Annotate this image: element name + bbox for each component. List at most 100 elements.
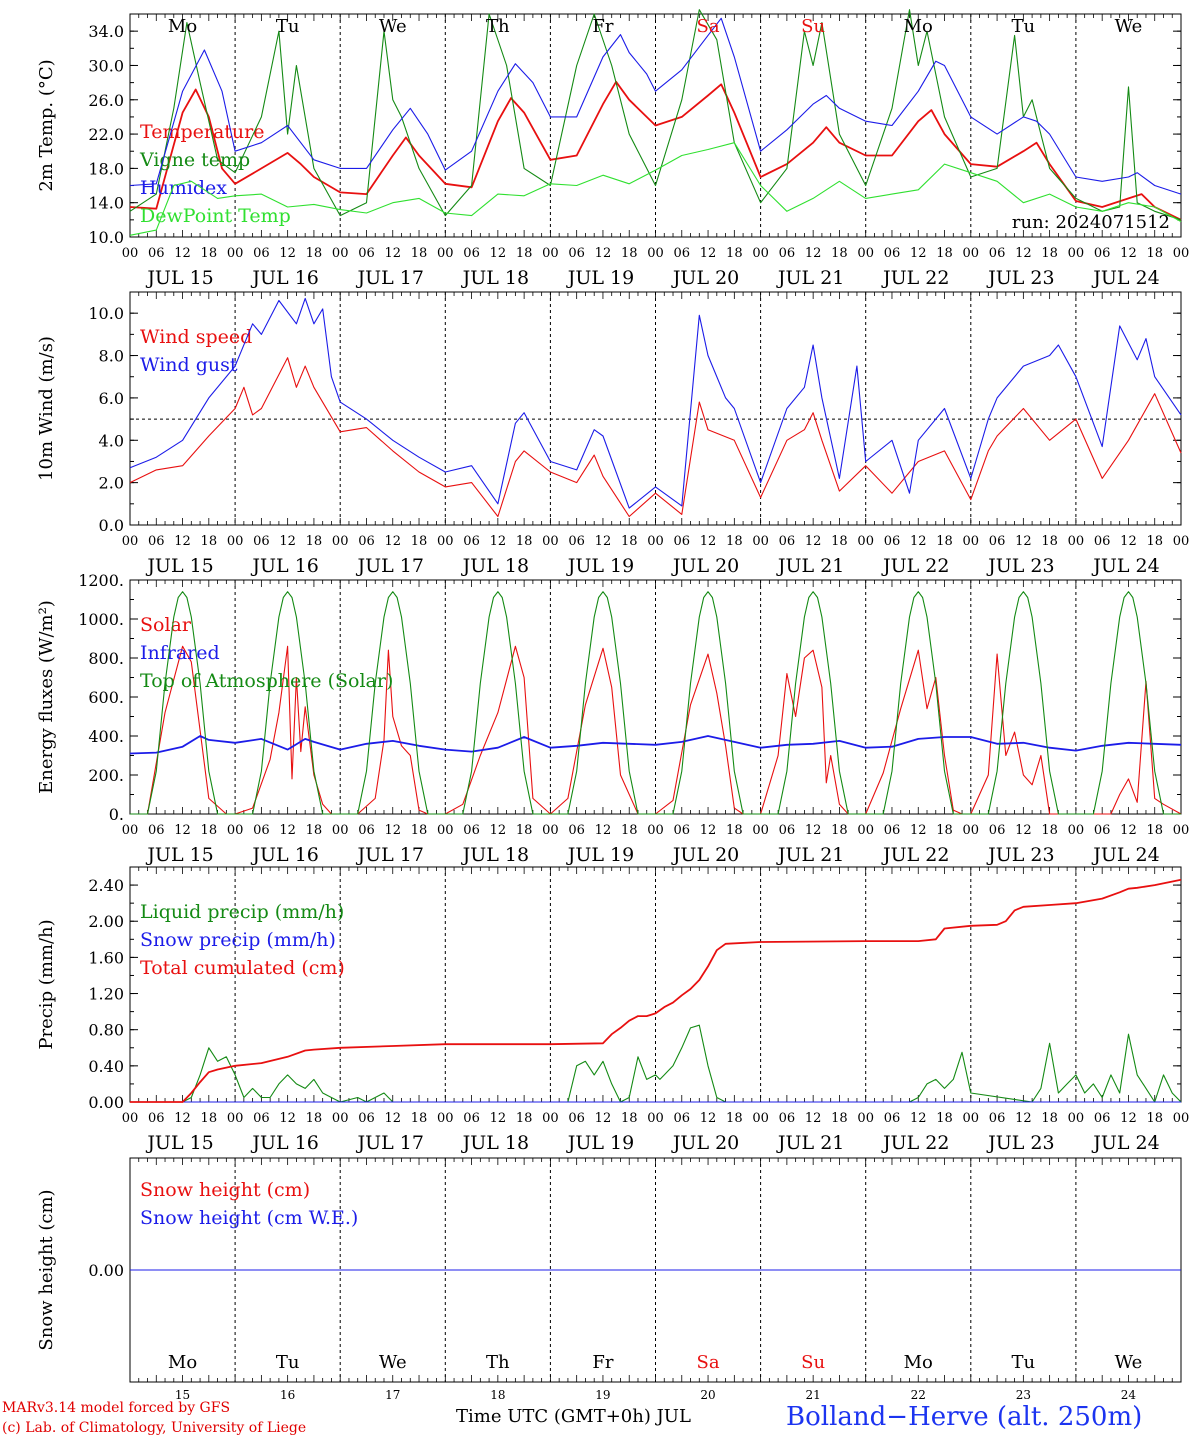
hour-label: 18 bbox=[411, 246, 428, 261]
hour-label: 06 bbox=[568, 246, 585, 261]
hour-label: 00 bbox=[857, 534, 874, 549]
date-label: JUL 19 bbox=[566, 555, 634, 577]
date-label: JUL 23 bbox=[986, 267, 1054, 289]
model-credit: MARv3.14 model forced by GFS bbox=[2, 1400, 231, 1416]
hour-label: 06 bbox=[148, 246, 165, 261]
weekday-label: Tu bbox=[276, 1352, 300, 1373]
hour-label: 18 bbox=[1041, 823, 1058, 838]
hour-label: 12 bbox=[279, 1111, 296, 1126]
y-tick-label: 0.00 bbox=[88, 1261, 124, 1280]
y-tick-label: 1000. bbox=[78, 610, 124, 629]
hour-label: 06 bbox=[358, 246, 375, 261]
hour-label: 00 bbox=[857, 246, 874, 261]
y-tick-label: 22.0 bbox=[88, 125, 124, 144]
legend-entry: Vigne temp bbox=[139, 149, 250, 171]
hour-label: 06 bbox=[463, 534, 480, 549]
hour-label: 06 bbox=[674, 246, 691, 261]
hour-label: 06 bbox=[358, 534, 375, 549]
date-label: JUL 20 bbox=[671, 844, 739, 866]
date-label: JUL 23 bbox=[986, 844, 1054, 866]
legend-entry: Total cumulated (cm) bbox=[140, 957, 345, 979]
date-label: JUL 23 bbox=[986, 1132, 1054, 1154]
y-tick-label: 0. bbox=[109, 805, 124, 824]
hour-label: 00 bbox=[542, 1111, 559, 1126]
date-label: JUL 24 bbox=[1091, 844, 1159, 866]
hour-label: 00 bbox=[227, 823, 244, 838]
hour-label: 12 bbox=[910, 534, 927, 549]
hour-label: 12 bbox=[1120, 246, 1137, 261]
hour-label: 18 bbox=[936, 534, 953, 549]
hour-label: 18 bbox=[831, 534, 848, 549]
y-tick-label: 1200. bbox=[78, 571, 124, 590]
hour-label: 00 bbox=[1173, 823, 1190, 838]
hour-label: 00 bbox=[963, 823, 980, 838]
lab-credit: (c) Lab. of Climatology, University of L… bbox=[2, 1420, 307, 1436]
day-number-label: 19 bbox=[595, 1388, 610, 1402]
hour-label: 18 bbox=[1041, 246, 1058, 261]
date-label: JUL 17 bbox=[356, 844, 424, 866]
hour-label: 12 bbox=[490, 534, 507, 549]
hour-label: 06 bbox=[358, 823, 375, 838]
legend-entry: Snow height (cm) bbox=[140, 1179, 310, 1201]
hour-label: 06 bbox=[1094, 823, 1111, 838]
date-label: JUL 20 bbox=[671, 555, 739, 577]
hour-label: 06 bbox=[1094, 1111, 1111, 1126]
hour-label: 06 bbox=[253, 246, 270, 261]
weekday-label: We bbox=[379, 16, 407, 37]
hour-label: 18 bbox=[936, 1111, 953, 1126]
series-line-dewpoint-temp bbox=[129, 142, 1182, 236]
hour-label: 00 bbox=[647, 246, 664, 261]
hour-label: 06 bbox=[568, 823, 585, 838]
date-label: JUL 16 bbox=[250, 844, 318, 866]
hour-label: 12 bbox=[384, 246, 401, 261]
day-number-label: 23 bbox=[1016, 1388, 1031, 1402]
y-axis-label: Energy fluxes (W/m²) bbox=[36, 600, 57, 794]
hour-label: 06 bbox=[568, 534, 585, 549]
hour-label: 18 bbox=[306, 246, 323, 261]
y-tick-label: 14.0 bbox=[88, 194, 124, 213]
hour-label: 00 bbox=[752, 1111, 769, 1126]
hour-label: 06 bbox=[779, 1111, 796, 1126]
hour-label: 12 bbox=[700, 246, 717, 261]
hour-label: 00 bbox=[332, 246, 349, 261]
hour-label: 12 bbox=[279, 246, 296, 261]
hour-label: 00 bbox=[963, 534, 980, 549]
hour-label: 00 bbox=[1068, 1111, 1085, 1126]
y-tick-label: 2.0 bbox=[99, 474, 124, 493]
hour-label: 12 bbox=[174, 823, 191, 838]
x-axis-title: Time UTC (GMT+0h) JUL bbox=[456, 1406, 691, 1427]
y-tick-label: 1.60 bbox=[88, 948, 124, 967]
hour-label: 18 bbox=[411, 534, 428, 549]
hour-label: 12 bbox=[1120, 534, 1137, 549]
hour-label: 00 bbox=[332, 1111, 349, 1126]
hour-label: 12 bbox=[700, 1111, 717, 1126]
date-label: JUL 24 bbox=[1091, 267, 1159, 289]
hour-label: 18 bbox=[306, 1111, 323, 1126]
hour-label: 06 bbox=[779, 246, 796, 261]
legend-entry: Temperature bbox=[140, 121, 264, 143]
hour-label: 12 bbox=[1120, 823, 1137, 838]
hour-label: 18 bbox=[516, 246, 533, 261]
weekday-label: We bbox=[1115, 16, 1143, 37]
y-tick-label: 2.00 bbox=[88, 912, 124, 931]
hour-label: 12 bbox=[595, 1111, 612, 1126]
hour-label: 00 bbox=[542, 823, 559, 838]
date-label: JUL 22 bbox=[881, 844, 949, 866]
date-label: JUL 18 bbox=[461, 844, 529, 866]
date-label: JUL 22 bbox=[881, 1132, 949, 1154]
hour-label: 06 bbox=[884, 246, 901, 261]
hour-label: 00 bbox=[122, 534, 139, 549]
series-line-vigne-temp bbox=[129, 9, 1182, 221]
weekday-label: We bbox=[379, 1352, 407, 1373]
legend-entry: Infrared bbox=[140, 642, 220, 664]
y-axis-label: Snow height (cm) bbox=[36, 1189, 57, 1350]
series-line-temperature bbox=[129, 80, 1182, 221]
date-label: JUL 16 bbox=[250, 1132, 318, 1154]
date-label: JUL 24 bbox=[1091, 1132, 1159, 1154]
hour-label: 18 bbox=[726, 823, 743, 838]
hour-label: 18 bbox=[411, 1111, 428, 1126]
hour-label: 06 bbox=[779, 823, 796, 838]
hour-label: 00 bbox=[542, 534, 559, 549]
hour-label: 00 bbox=[437, 246, 454, 261]
legend-entry: Snow height (cm W.E.) bbox=[140, 1207, 358, 1229]
